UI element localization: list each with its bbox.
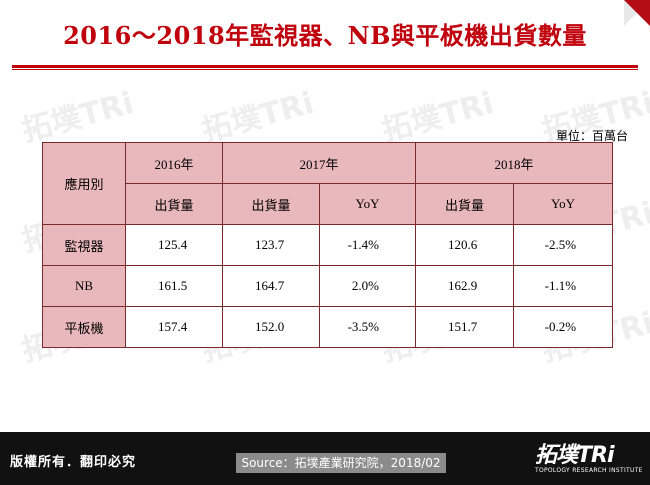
watermark: 拓墣TRi bbox=[378, 85, 498, 150]
copyright-notice: 版權所有．翻印必究 bbox=[10, 455, 137, 470]
logo-main-text: 拓墣 bbox=[535, 443, 578, 468]
watermark: 拓墣TRi bbox=[18, 85, 138, 150]
cell-yoy-2017: -1.4% bbox=[318, 224, 417, 266]
table-row: NB 161.5 164.7 2.0% 162.9 -1.1% bbox=[42, 265, 614, 307]
cell-yoy-2017: 2.0% bbox=[318, 265, 417, 307]
corner-fold bbox=[624, 0, 650, 26]
corner-header: 應用別 bbox=[42, 142, 126, 225]
table-row: 監視器 125.4 123.7 -1.4% 120.6 -2.5% bbox=[42, 224, 614, 266]
logo-wordmark: 拓墣TRi bbox=[535, 437, 615, 469]
logo-tri-text: TRi bbox=[577, 443, 614, 468]
cell-yoy-2017: -3.5% bbox=[318, 306, 417, 348]
shipment-table: 應用別 2016年 2017年 2018年 出貨量 出貨量 YoY 出貨量 Yo… bbox=[42, 142, 614, 348]
subheader-shipment-2016: 出貨量 bbox=[125, 183, 223, 225]
subheader-yoy-2017: YoY bbox=[318, 183, 417, 225]
title-divider bbox=[12, 65, 638, 68]
cell-2016: 125.4 bbox=[125, 224, 223, 266]
table-row: 平板機 157.4 152.0 -3.5% 151.7 -0.2% bbox=[42, 306, 614, 348]
year-header-2016: 2016年 bbox=[125, 142, 223, 184]
cell-yoy-2018: -0.2% bbox=[513, 306, 614, 348]
cell-2017: 152.0 bbox=[222, 306, 320, 348]
cell-2017: 164.7 bbox=[222, 265, 320, 307]
page-title: 2016～2018年監視器、NB與平板機出貨數量 bbox=[63, 21, 587, 50]
logo-subtitle: TOPOLOGY RESEARCH INSTITUTE bbox=[535, 467, 643, 474]
subheader-shipment-2017: 出貨量 bbox=[222, 183, 320, 225]
row-label-tablet: 平板機 bbox=[42, 306, 126, 348]
cell-2018: 120.6 bbox=[415, 224, 515, 266]
title-divider-thin bbox=[12, 69, 638, 70]
cell-2018: 162.9 bbox=[415, 265, 515, 307]
cell-2017: 123.7 bbox=[222, 224, 320, 266]
subheader-yoy-2018: YoY bbox=[513, 183, 614, 225]
year-header-2018: 2018年 bbox=[415, 142, 614, 184]
row-label-nb: NB bbox=[42, 265, 126, 307]
subheader-shipment-2018: 出貨量 bbox=[415, 183, 515, 225]
cell-2016: 157.4 bbox=[125, 306, 223, 348]
table-header-row: 應用別 2016年 2017年 2018年 bbox=[42, 142, 614, 225]
row-label-monitor: 監視器 bbox=[42, 224, 126, 266]
watermark: 拓墣TRi bbox=[198, 85, 318, 150]
year-header-2017: 2017年 bbox=[221, 142, 417, 184]
tri-logo: 拓墣TRi TOPOLOGY RESEARCH INSTITUTE bbox=[535, 437, 645, 479]
cell-2018: 151.7 bbox=[415, 306, 515, 348]
cell-yoy-2018: -2.5% bbox=[513, 224, 614, 266]
unit-label: 單位：百萬台 bbox=[555, 129, 628, 143]
source-note: Source：拓墣產業研究院，2018/02 bbox=[236, 453, 446, 473]
cell-2016: 161.5 bbox=[125, 265, 223, 307]
table-subheader-row: 出貨量 出貨量 YoY 出貨量 YoY bbox=[43, 183, 614, 225]
cell-yoy-2018: -1.1% bbox=[513, 265, 614, 307]
